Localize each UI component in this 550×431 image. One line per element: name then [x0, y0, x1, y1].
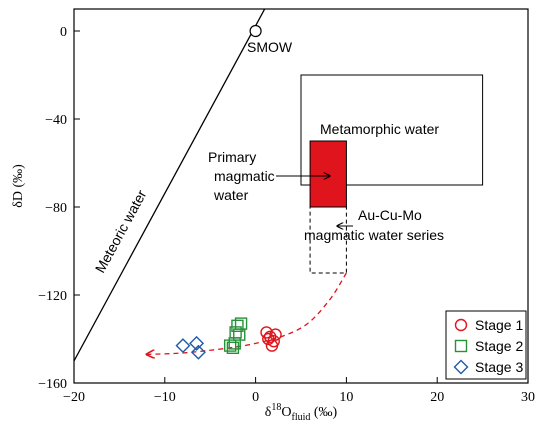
metamorphic-water-label: Metamorphic water	[320, 121, 439, 137]
data-point-stage-2	[223, 339, 237, 352]
x-axis-label-prefix: δ	[265, 405, 272, 420]
x-axis-label-base: O	[281, 405, 291, 420]
primary-magmatic-water-label-line1: Primary	[208, 149, 256, 165]
legend-label-stage-2: Stage 2	[475, 338, 523, 354]
meteoric-water-label: Meteoric water	[92, 187, 150, 276]
data-point-stage-2	[231, 319, 244, 332]
data-point-stage-2	[228, 337, 241, 350]
legend-box	[445, 310, 527, 380]
data-point-stage-2	[226, 341, 240, 354]
au-cu-mo-series-label: Au-Cu-Mo magmatic water series	[304, 207, 444, 243]
legend-symbol-stage-1	[454, 318, 468, 332]
x-axis-label: δ18Ofluid (‰)	[265, 402, 338, 423]
smow-label: SMOW	[247, 39, 293, 55]
x-tick-label: 20	[430, 390, 444, 405]
au-cu-mo-series-label-line2: magmatic water series	[304, 227, 444, 243]
plot-frame	[73, 8, 529, 384]
data-point-stage-1	[265, 339, 279, 352]
y-tick-label: −160	[38, 377, 67, 392]
data-points	[175, 317, 282, 360]
data-point-stage-1	[269, 328, 282, 341]
primary-magmatic-water-label-line3: water	[213, 187, 249, 203]
y-axis-ticks: 0 −40 −80 −120 −160	[38, 25, 80, 392]
data-point-stage-3	[190, 344, 206, 360]
x-axis-label-sup: 18	[271, 402, 281, 413]
smow-marker	[249, 24, 262, 38]
data-point-stage-3	[189, 335, 205, 351]
meteoric-water-line	[74, 9, 266, 362]
legend-label-stage-3: Stage 3	[475, 359, 523, 375]
au-cu-mo-series-label-line1: Au-Cu-Mo	[358, 207, 422, 223]
x-tick-label: 10	[339, 390, 353, 405]
x-tick-label: 30	[521, 390, 535, 405]
primary-magmatic-water-label: Primary magmatic water	[208, 149, 275, 203]
data-point-stage-3	[175, 338, 191, 354]
evolution-trend-line	[147, 272, 347, 354]
legend-symbols	[453, 318, 469, 375]
y-axis-label: δD (‰)	[11, 164, 26, 208]
x-tick-label: 0	[252, 390, 259, 405]
data-point-stage-1	[263, 330, 277, 343]
legend: Stage 1 Stage 2 Stage 3	[445, 310, 527, 380]
legend-label-stage-1: Stage 1	[475, 317, 523, 333]
data-point-stage-1	[262, 332, 275, 346]
x-axis-label-suffix: (‰)	[310, 405, 337, 420]
y-tick-label: −120	[38, 289, 67, 304]
legend-symbol-stage-3	[453, 359, 469, 375]
legend-symbol-stage-2	[454, 339, 468, 353]
x-tick-label: −10	[154, 390, 176, 405]
data-point-stage-1	[260, 326, 273, 339]
y-tick-label: 0	[60, 25, 67, 40]
x-axis-label-sub: fluid	[292, 412, 311, 423]
primary-magmatic-water-box	[309, 140, 347, 208]
x-axis-ticks: −20 −10 0 10 20 30	[63, 377, 535, 405]
y-tick-label: −40	[45, 113, 67, 128]
data-point-stage-2	[233, 328, 246, 341]
metamorphic-water-box	[300, 74, 484, 186]
primary-magmatic-water-label-line2: magmatic	[214, 168, 275, 184]
au-cu-mo-series-box	[309, 206, 347, 274]
x-tick-label: −20	[63, 390, 85, 405]
y-tick-label: −80	[45, 201, 67, 216]
plot-area	[74, 9, 484, 362]
